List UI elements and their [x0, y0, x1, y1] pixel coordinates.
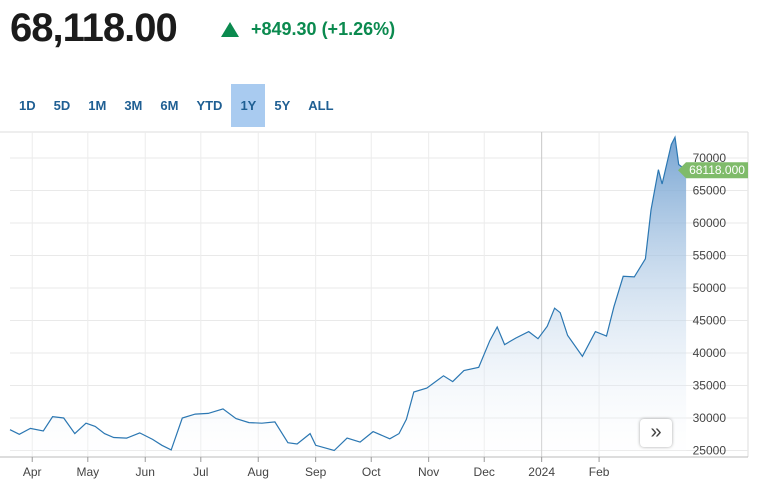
y-tick-label: 40000	[693, 346, 727, 360]
x-tick-label: Jul	[193, 465, 208, 479]
scroll-forward-button[interactable]: »	[640, 419, 672, 447]
y-tick-label: 60000	[693, 216, 727, 230]
range-tab[interactable]: 5Y	[274, 98, 291, 113]
x-tick-label: Sep	[305, 465, 327, 479]
y-tick-label: 30000	[693, 411, 727, 425]
price-line	[9, 135, 687, 452]
range-tab[interactable]: 1M	[88, 98, 107, 113]
y-tick-label: 45000	[693, 314, 727, 328]
x-tick-label: Dec	[474, 465, 495, 479]
range-tabs: 1D 5D 1M 3M 6M YTD 1Y 5Y ALL	[10, 84, 343, 127]
price-chart[interactable]: Apr May Jun Jul Aug Sep Oct Nov Dec 2024 Feb 25000 3…	[0, 130, 759, 500]
last-value-marker	[678, 162, 748, 179]
range-tab[interactable]: YTD	[196, 98, 223, 113]
range-tab[interactable]: 5D	[53, 98, 71, 113]
y-tick-label: 50000	[693, 281, 727, 295]
x-tick-label: Jun	[136, 465, 155, 479]
x-tick-label: May	[76, 465, 99, 479]
y-tick-label: 70000	[693, 151, 727, 165]
price-change-text: +849.30 (+1.26%)	[251, 19, 396, 39]
x-tick-label: Oct	[362, 465, 381, 479]
range-tab[interactable]: ALL	[308, 98, 334, 113]
x-tick-label: Aug	[248, 465, 269, 479]
last-value-label: 68118.000	[689, 163, 745, 177]
double-chevron-right-icon: »	[650, 421, 662, 443]
x-tick-label: Feb	[589, 465, 610, 479]
range-tab[interactable]: 1Y	[231, 84, 266, 127]
x-tick-label: Nov	[418, 465, 439, 479]
x-tick-label: Apr	[23, 465, 42, 479]
x-tick-label: 2024	[528, 465, 555, 479]
price-area	[10, 137, 687, 457]
price-change: +849.30 (+1.26%)	[221, 19, 395, 40]
current-price: 68,118.00	[10, 6, 178, 50]
y-tick-label: 55000	[693, 249, 727, 263]
range-tab[interactable]: 3M	[124, 98, 143, 113]
y-tick-label: 35000	[693, 379, 727, 393]
range-tab[interactable]: 6M	[160, 98, 179, 113]
y-tick-label: 25000	[693, 444, 727, 458]
range-tab[interactable]: 1D	[19, 98, 36, 113]
y-tick-label: 65000	[693, 184, 727, 198]
up-arrow-icon	[221, 22, 239, 37]
